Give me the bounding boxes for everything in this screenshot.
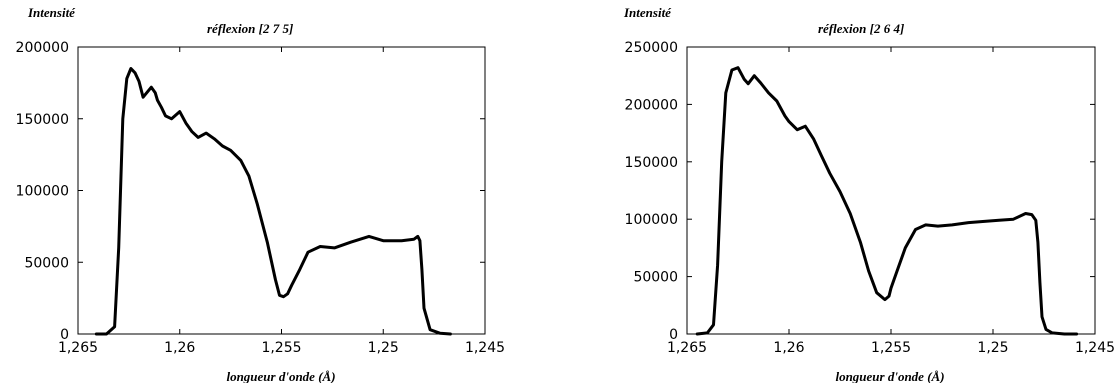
x-tick-label: 1,25 (977, 340, 1008, 356)
y-ticks: 0 50000 100000 150000 200000 (16, 40, 485, 343)
y-tick-label: 50000 (633, 270, 678, 286)
y-axis-label: Intensité (623, 5, 672, 20)
y-tick-label: 0 (60, 327, 69, 343)
x-tick-label: 1,26 (164, 340, 195, 356)
y-tick-label: 150000 (625, 155, 678, 171)
y-tick-label: 150000 (16, 112, 69, 128)
x-tick-label: 1,25 (368, 340, 399, 356)
x-tick-label: 1,265 (58, 340, 98, 356)
x-tick-label: 1,255 (261, 340, 301, 356)
x-axis-label: longueur d'onde (Å) (226, 369, 335, 383)
x-ticks: 1,265 1,26 1,255 1,25 1,245 (58, 47, 505, 356)
y-tick-label: 200000 (16, 40, 69, 56)
y-tick-label: 200000 (625, 97, 678, 113)
chart-title: réflexion [2 7 5] (207, 21, 293, 36)
chart-264: Intensité réflexion [2 6 4] 1,265 1,26 1,2… (623, 5, 1115, 383)
x-tick-label: 1,245 (1075, 340, 1115, 356)
y-tick-label: 100000 (16, 184, 69, 200)
x-tick-label: 1,255 (871, 340, 911, 356)
y-tick-label: 100000 (625, 212, 678, 228)
y-ticks: 0 50000 100000 150000 200000 250000 (625, 40, 1095, 343)
y-tick-label: 50000 (24, 255, 69, 271)
x-axis-label: longueur d'onde (Å) (835, 369, 944, 383)
chart-title: réflexion [2 6 4] (818, 21, 904, 36)
intensity-curve (695, 66, 1079, 336)
intensity-curve (94, 67, 452, 336)
x-tick-label: 1,26 (773, 340, 804, 356)
y-tick-label: 0 (669, 327, 678, 343)
x-tick-label: 1,265 (667, 340, 707, 356)
chart-275: Intensité réflexion [2 7 5] 1,265 1,26 1,2… (16, 5, 506, 383)
y-axis-label: Intensité (27, 5, 76, 20)
y-tick-label: 250000 (625, 40, 678, 56)
x-ticks: 1,265 1,26 1,255 1,25 1,245 (667, 47, 1115, 356)
x-tick-label: 1,245 (465, 340, 505, 356)
